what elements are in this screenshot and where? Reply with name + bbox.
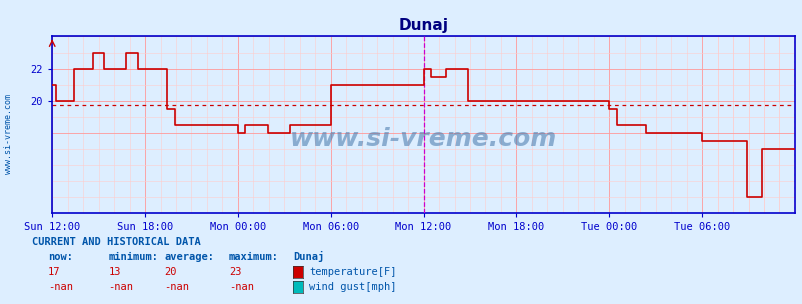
Text: -nan: -nan	[229, 282, 253, 292]
Text: 23: 23	[229, 267, 241, 277]
Text: -nan: -nan	[164, 282, 189, 292]
Text: -nan: -nan	[108, 282, 133, 292]
Text: 13: 13	[108, 267, 121, 277]
Text: average:: average:	[164, 252, 214, 262]
Text: CURRENT AND HISTORICAL DATA: CURRENT AND HISTORICAL DATA	[32, 237, 200, 247]
Text: Dunaj: Dunaj	[293, 251, 324, 262]
Text: now:: now:	[48, 252, 73, 262]
Text: minimum:: minimum:	[108, 252, 158, 262]
Text: wind gust[mph]: wind gust[mph]	[309, 282, 396, 292]
Text: www.si-vreme.com: www.si-vreme.com	[290, 127, 557, 151]
Title: Dunaj: Dunaj	[398, 18, 448, 33]
Text: www.si-vreme.com: www.si-vreme.com	[3, 94, 13, 174]
Text: 17: 17	[48, 267, 61, 277]
Text: maximum:: maximum:	[229, 252, 278, 262]
Text: 20: 20	[164, 267, 177, 277]
Text: -nan: -nan	[48, 282, 73, 292]
Text: temperature[F]: temperature[F]	[309, 267, 396, 277]
